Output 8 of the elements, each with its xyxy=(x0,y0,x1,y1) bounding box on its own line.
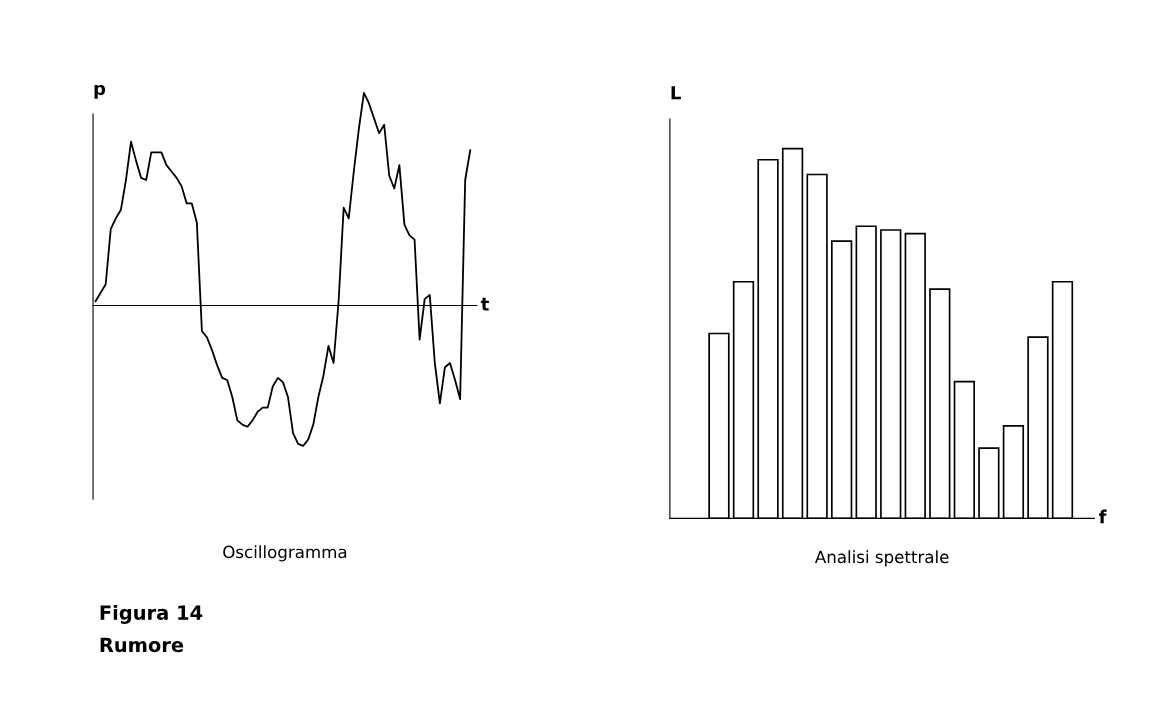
y-axis-title: p xyxy=(94,84,106,99)
y-axis-title: L xyxy=(671,86,681,100)
x-axis-title: t xyxy=(480,297,489,311)
text: Figura 14 xyxy=(100,604,203,624)
x-axis-title: f xyxy=(1098,509,1107,524)
text: Oscillogramma xyxy=(223,545,347,562)
text: Analisi spettrale xyxy=(814,550,949,567)
text: Rumore xyxy=(100,637,184,653)
